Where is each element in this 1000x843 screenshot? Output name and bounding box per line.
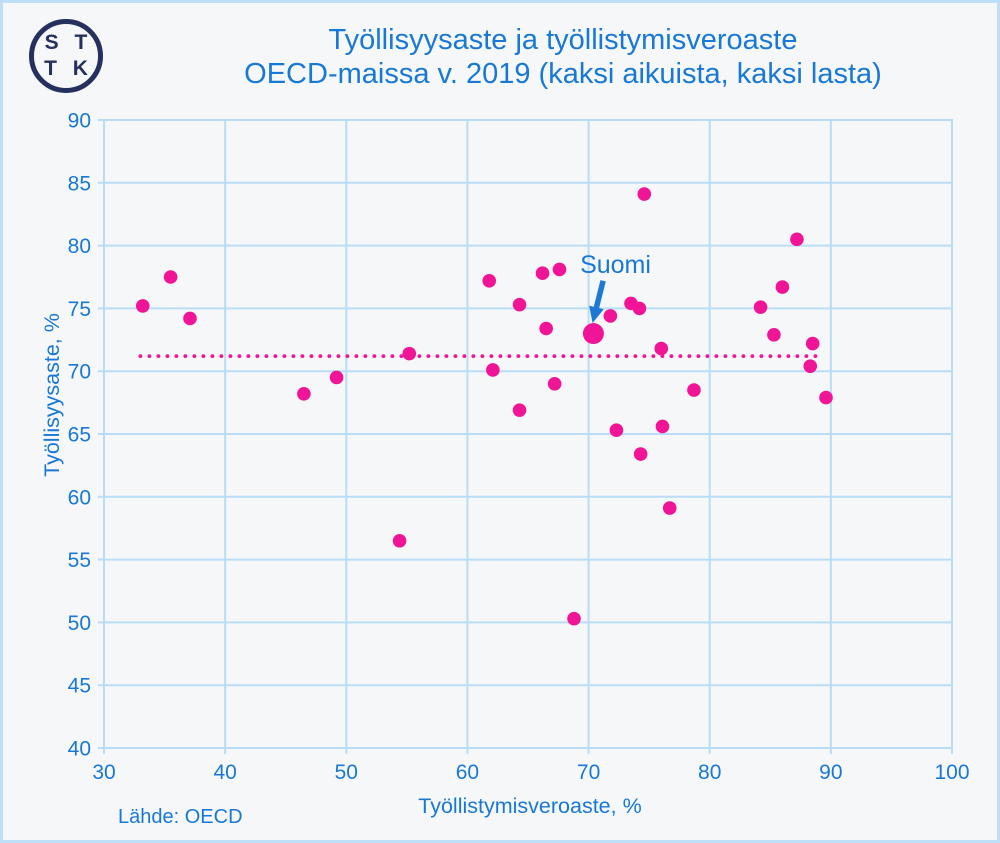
y-axis-title: Työllisyysaste, %	[40, 313, 64, 477]
y-tick-label: 60	[68, 486, 91, 509]
suomi-arrow-icon	[589, 280, 606, 324]
y-tick-label: 75	[68, 298, 91, 321]
data-point	[775, 280, 790, 294]
data-point	[297, 387, 311, 401]
data-point	[402, 346, 417, 361]
y-tick-label: 65	[68, 424, 91, 447]
data-point	[329, 370, 344, 385]
chart-title-line2: OECD-maissa v. 2019 (kaksi aikuista, kak…	[244, 58, 882, 90]
data-point	[486, 363, 500, 377]
data-point	[687, 383, 701, 397]
plot-border	[103, 119, 953, 749]
data-point	[805, 336, 820, 351]
scatter-chart: 30 40 50 60 70 80 90 1004045505560657075808590 …	[40, 110, 970, 819]
data-point	[535, 266, 550, 281]
data-point	[135, 299, 150, 313]
logo-text-top: S T	[44, 31, 93, 54]
data-point	[790, 232, 804, 247]
data-point	[512, 403, 527, 417]
x-tick-label: 70	[577, 761, 600, 784]
y-tick-label: 85	[68, 172, 91, 195]
logo-text-bottom: T K	[44, 57, 93, 80]
data-point	[819, 390, 833, 405]
y-tick-label: 90	[68, 110, 91, 133]
x-tick-label: 50	[335, 761, 358, 784]
data-point	[753, 300, 768, 314]
chart-title: Työllisyysaste ja työllistymisveroaste O…	[113, 23, 997, 91]
suomi-data-point	[582, 323, 604, 345]
data-point	[482, 273, 497, 288]
suomi-annotation-label: Suomi	[580, 251, 651, 279]
y-tick-label: 70	[68, 361, 91, 384]
data-point	[183, 311, 197, 326]
x-axis-title: Työllistymisveroaste, %	[418, 794, 641, 818]
sttk-logo: S T T K	[29, 19, 103, 93]
data-point	[767, 327, 781, 342]
data-point	[803, 359, 818, 373]
x-tick-label: 60	[456, 761, 479, 784]
x-tick-label: 80	[698, 761, 721, 784]
data-point	[552, 262, 567, 277]
data-point	[163, 270, 178, 284]
data-point	[567, 611, 581, 626]
x-tick-label: 30	[92, 761, 115, 784]
data-point	[609, 423, 624, 438]
data-point	[392, 533, 407, 548]
data-point	[512, 297, 527, 312]
x-tick-label: 90	[819, 761, 842, 784]
y-tick-label: 80	[68, 235, 91, 258]
data-point	[603, 309, 618, 323]
data-point	[547, 376, 562, 391]
y-tick-label: 55	[68, 549, 91, 572]
data-point	[539, 321, 553, 336]
y-tick-label: 45	[68, 675, 91, 698]
chart-title-line1: Työllisyysaste ja työllistymisveroaste	[328, 24, 798, 56]
data-point	[633, 447, 648, 461]
data-point	[662, 501, 677, 515]
x-tick-label: 40	[213, 761, 236, 784]
y-tick-label: 50	[68, 612, 91, 635]
x-tick-label: 100	[934, 761, 969, 784]
data-point	[637, 187, 652, 201]
y-tick-label: 40	[68, 738, 91, 761]
data-point	[655, 419, 670, 434]
data-point	[632, 301, 647, 316]
data-point	[654, 341, 669, 356]
source-note: Lähde: OECD	[118, 806, 243, 828]
